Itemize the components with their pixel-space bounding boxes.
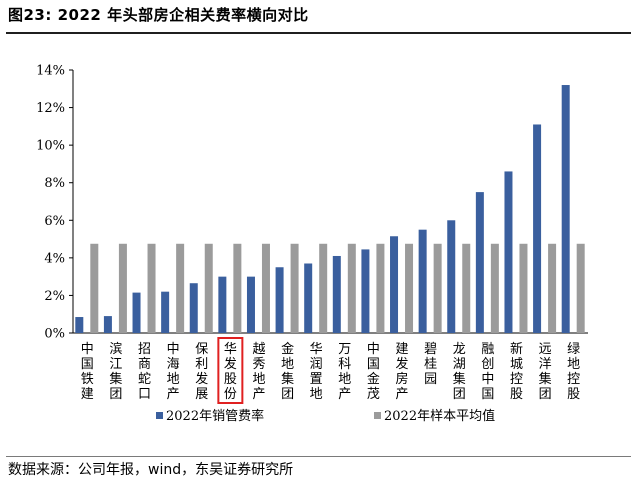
x-category-label: 新城控股 — [510, 341, 523, 402]
bar-series-2 — [490, 243, 499, 333]
bar-series-2 — [519, 243, 528, 333]
x-category-label: 越秀地产 — [252, 342, 265, 402]
y-tick-label: 12% — [36, 101, 65, 116]
x-category-label: 中国金茂 — [367, 342, 380, 402]
bar-series-1 — [304, 263, 313, 333]
bar-series-1 — [161, 291, 170, 333]
y-tick-label: 0% — [44, 327, 65, 342]
x-category-label: 绿地控股 — [567, 342, 580, 402]
bar-series-1 — [189, 283, 198, 333]
bar-series-1 — [218, 276, 227, 333]
bar-series-2 — [290, 243, 299, 333]
title-rule — [6, 32, 631, 34]
bar-series-2 — [118, 243, 127, 333]
bar-series-2 — [204, 243, 213, 333]
x-category-label: 融创中国 — [481, 342, 494, 402]
y-tick-label: 2% — [44, 289, 65, 304]
x-category-label: 华发股份 — [224, 342, 237, 402]
highlight-box — [217, 337, 244, 404]
bar-series-1 — [504, 171, 513, 333]
bar-series-1 — [561, 85, 570, 334]
legend-swatch-series-2 — [374, 412, 381, 419]
x-category-label: 碧桂园 — [424, 342, 437, 387]
x-category-label: 滨江集团 — [109, 341, 122, 402]
bar-series-1 — [447, 220, 456, 333]
bar-series-1 — [103, 316, 112, 333]
y-tick-label: 10% — [36, 139, 65, 154]
bar-series-2 — [433, 243, 442, 333]
bar-series-1 — [275, 267, 284, 333]
bar-series-2 — [576, 243, 585, 333]
x-category-label: 建发房产 — [396, 342, 409, 402]
bar-series-1 — [361, 249, 370, 333]
bar-series-2 — [376, 243, 385, 333]
bar-series-1 — [332, 255, 341, 333]
bar-series-1 — [533, 124, 542, 333]
y-tick-label: 6% — [44, 214, 65, 229]
bar-series-1 — [390, 236, 399, 333]
x-category-label: 保利发展 — [195, 342, 208, 402]
bar-series-2 — [261, 243, 270, 333]
bar-series-2 — [233, 243, 242, 333]
x-category-label: 中国铁建 — [81, 342, 94, 402]
bar-series-1 — [475, 192, 484, 333]
x-category-label: 龙湖集团 — [453, 342, 466, 402]
bar-series-1 — [246, 276, 255, 333]
y-tick-label: 8% — [44, 176, 65, 191]
bar-series-2 — [462, 243, 471, 333]
bar-series-1 — [132, 292, 141, 333]
bar-series-2 — [147, 243, 156, 333]
bar-series-2 — [347, 243, 356, 333]
bar-series-2 — [176, 243, 185, 333]
legend-swatch-series-1 — [156, 412, 163, 419]
y-tick-label: 4% — [44, 251, 65, 266]
bar-series-2 — [548, 243, 557, 333]
figure-title: 图23: 2022 年头部房企相关费率横向对比 — [8, 6, 309, 24]
source-rule — [6, 456, 631, 457]
legend-label-series-2: 2022年样本平均值 — [384, 408, 495, 424]
bar-series-2 — [319, 243, 328, 333]
bar-series-2 — [405, 243, 414, 333]
bar-series-1 — [418, 229, 427, 333]
x-category-label: 金地集团 — [281, 341, 294, 402]
legend-label-series-1: 2022年销管费率 — [166, 408, 264, 424]
bar-series-2 — [90, 243, 99, 333]
bar-chart: 0% 2% 4% 6% 8% 10% 12% 14% 中国铁建 滨江集团 招商蛇口 中海地产 保利发展 华… — [36, 64, 588, 424]
bar-series-1 — [75, 317, 84, 333]
x-category-label: 远洋集团 — [539, 342, 552, 402]
x-category-label: 万科地产 — [338, 342, 351, 402]
source-note: 数据来源：公司年报，wind，东吴证券研究所 — [8, 462, 294, 478]
x-category-label: 招商蛇口 — [138, 342, 151, 402]
y-tick-label: 14% — [36, 64, 65, 79]
x-category-label: 中海地产 — [167, 342, 180, 402]
x-category-label: 华润置地 — [310, 342, 323, 402]
